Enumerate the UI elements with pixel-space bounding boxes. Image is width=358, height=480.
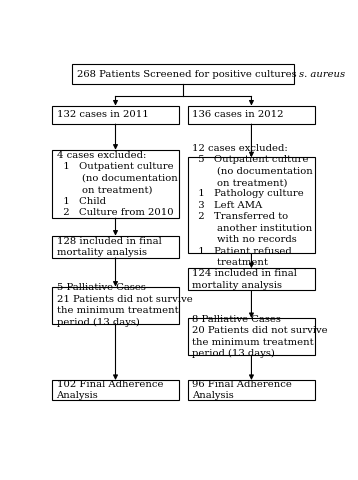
Text: 124 included in final
mortality analysis: 124 included in final mortality analysis <box>193 269 297 289</box>
FancyBboxPatch shape <box>188 268 315 290</box>
Text: 4 cases excluded:
  1   Outpatient culture
        (no documentation
        on : 4 cases excluded: 1 Outpatient culture (… <box>57 151 177 217</box>
FancyBboxPatch shape <box>72 64 294 84</box>
Text: 136 cases in 2012: 136 cases in 2012 <box>193 110 284 120</box>
FancyBboxPatch shape <box>52 380 179 400</box>
Text: 132 cases in 2011: 132 cases in 2011 <box>57 110 148 120</box>
Text: s. aureus: s. aureus <box>299 70 345 79</box>
FancyBboxPatch shape <box>52 287 179 324</box>
Text: 12 cases excluded:
  5   Outpatient culture
        (no documentation
        on: 12 cases excluded: 5 Outpatient culture … <box>193 144 313 267</box>
FancyBboxPatch shape <box>188 106 315 124</box>
Text: 128 included in final
mortality analysis: 128 included in final mortality analysis <box>57 237 161 257</box>
FancyBboxPatch shape <box>52 106 179 124</box>
Text: 102 Final Adherence
Analysis: 102 Final Adherence Analysis <box>57 380 163 400</box>
Text: 5 Palliative Cases
21 Patients did not survive
the minimum treatment
period (13 : 5 Palliative Cases 21 Patients did not s… <box>57 284 192 327</box>
FancyBboxPatch shape <box>52 150 179 218</box>
Text: 96 Final Adherence
Analysis: 96 Final Adherence Analysis <box>193 380 292 400</box>
Text: 268 Patients Screened for positive cultures: 268 Patients Screened for positive cultu… <box>77 70 299 79</box>
FancyBboxPatch shape <box>188 380 315 400</box>
Text: 8 Palliative Cases
20 Patients did not survive
the minimum treatment
period (13 : 8 Palliative Cases 20 Patients did not s… <box>193 315 328 359</box>
FancyBboxPatch shape <box>188 157 315 253</box>
FancyBboxPatch shape <box>188 318 315 355</box>
FancyBboxPatch shape <box>52 236 179 258</box>
